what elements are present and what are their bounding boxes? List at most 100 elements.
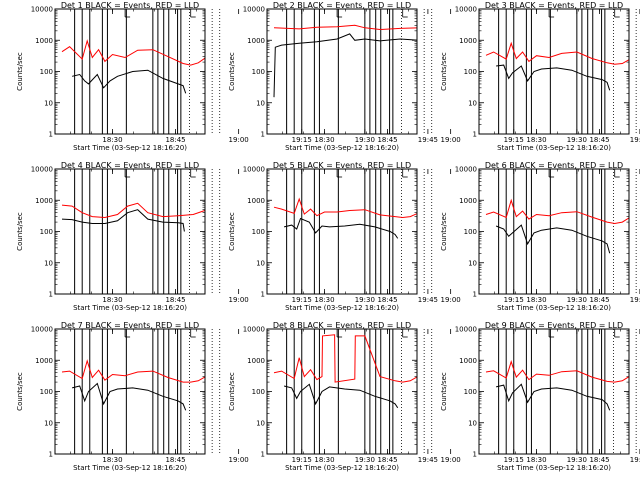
x-tick-label: 19:00 — [441, 456, 461, 464]
panel-5: Det 5 BLACK = Events, RED = LLD Start Tim… — [228, 161, 640, 312]
series-line-black — [273, 33, 417, 98]
x-tick-label: 19:15 — [292, 136, 312, 144]
plot-frame — [266, 328, 418, 455]
series-line-red — [485, 198, 629, 225]
panel-9: Det 9 BLACK = Events, RED = LLD Start Tim… — [440, 321, 637, 472]
x-tick-label: 19:15 — [292, 296, 312, 304]
y-axis-label: Counts/sec — [16, 52, 24, 91]
x-tick-label: 19:15 — [504, 456, 524, 464]
x-tick-label: 18:45 — [165, 296, 185, 304]
series-line-black — [61, 209, 185, 232]
plot-frame — [266, 8, 418, 135]
panel-title: Det 4 BLACK = Events, RED = LLD — [61, 161, 199, 170]
x-tick-label: 19:00 — [229, 456, 249, 464]
x-tick-label: 19:00 — [441, 296, 461, 304]
x-tick-label: 18:30 — [526, 296, 546, 304]
x-tick-label: 18:30 — [526, 136, 546, 144]
y-tick-label: 10 — [468, 259, 477, 267]
series-line-red — [273, 197, 417, 219]
panel-title: Det 5 BLACK = Events, RED = LLD — [273, 161, 411, 170]
y-tick-label: 1 — [49, 291, 53, 299]
y-tick-label: 1 — [261, 451, 265, 459]
x-tick-label: 19:30 — [567, 296, 587, 304]
x-tick-label: 18:45 — [165, 456, 185, 464]
x-axis-label: Start Time (03-Sep-12 18:16:20) — [73, 144, 187, 152]
y-tick-label: 10000 — [243, 166, 265, 174]
y-tick-label: 10000 — [455, 326, 477, 334]
y-tick-label: 1 — [261, 131, 265, 139]
x-tick-label: 18:45 — [377, 296, 397, 304]
series-line-red — [485, 41, 629, 65]
y-tick-label: 1000 — [35, 37, 53, 45]
x-tick-label: 18:45 — [377, 136, 397, 144]
x-tick-label: 19:00 — [441, 136, 461, 144]
y-tick-label: 100 — [252, 68, 265, 76]
x-tick-label: 19:45 — [418, 136, 438, 144]
x-tick-label: 19:45 — [630, 136, 640, 144]
y-tick-label: 1 — [473, 451, 477, 459]
x-tick-label: 19:00 — [229, 296, 249, 304]
y-tick-label: 1 — [49, 131, 53, 139]
y-tick-label: 10000 — [243, 6, 265, 14]
y-tick-label: 10 — [44, 99, 53, 107]
y-tick-label: 10 — [44, 259, 53, 267]
series-line-red — [485, 360, 629, 383]
panel-3: Det 3 BLACK = Events, RED = LLD Start Tim… — [440, 1, 637, 152]
series-line-black — [495, 224, 611, 254]
series-line-black — [71, 69, 187, 94]
y-tick-label: 1000 — [247, 357, 265, 365]
series-line-red — [61, 202, 205, 219]
x-axis-label: Start Time (03-Sep-12 18:16:20) — [73, 304, 187, 312]
y-axis-label: Counts/sec — [440, 52, 448, 91]
x-tick-label: 19:30 — [355, 456, 375, 464]
x-tick-label: 18:30 — [526, 456, 546, 464]
y-tick-label: 100 — [40, 388, 53, 396]
plot-frame — [478, 8, 630, 135]
series-line-black — [71, 382, 187, 411]
y-tick-label: 1 — [261, 291, 265, 299]
x-tick-label: 19:30 — [355, 136, 375, 144]
y-tick-label: 100 — [252, 388, 265, 396]
x-tick-label: 19:45 — [630, 296, 640, 304]
y-tick-label: 10000 — [31, 326, 53, 334]
y-axis-label: Counts/sec — [440, 372, 448, 411]
x-tick-label: 19:15 — [504, 296, 524, 304]
x-tick-label: 18:30 — [102, 296, 122, 304]
x-tick-label: 18:45 — [589, 456, 609, 464]
y-tick-label: 10 — [256, 259, 265, 267]
panel-7: Det 7 BLACK = Events, RED = LLD Start Tim… — [16, 321, 438, 472]
y-tick-label: 100 — [464, 68, 477, 76]
y-tick-label: 10 — [468, 419, 477, 427]
panel-6: Det 6 BLACK = Events, RED = LLD Start Tim… — [440, 161, 637, 312]
y-tick-label: 10 — [256, 99, 265, 107]
plot-frame — [54, 8, 206, 135]
y-tick-label: 1000 — [459, 357, 477, 365]
y-tick-label: 10 — [44, 419, 53, 427]
x-tick-label: 18:30 — [314, 136, 334, 144]
plot-frame — [266, 168, 418, 295]
y-tick-label: 1000 — [459, 197, 477, 205]
plot-frame — [478, 328, 630, 455]
plot-frame — [54, 328, 206, 455]
panel-1: Det 1 BLACK = Events, RED = LLD Start Tim… — [16, 1, 438, 152]
y-tick-label: 100 — [252, 228, 265, 236]
series-line-red — [61, 39, 205, 66]
x-axis-label: Start Time (03-Sep-12 18:16:20) — [285, 464, 399, 472]
panel-2: Det 2 BLACK = Events, RED = LLD Start Tim… — [228, 1, 640, 152]
y-tick-label: 100 — [40, 68, 53, 76]
x-tick-label: 19:30 — [567, 136, 587, 144]
y-tick-label: 1 — [473, 131, 477, 139]
y-tick-label: 1000 — [35, 357, 53, 365]
x-tick-label: 18:45 — [589, 136, 609, 144]
y-tick-label: 1 — [473, 291, 477, 299]
y-tick-label: 1000 — [459, 37, 477, 45]
panel-title: Det 7 BLACK = Events, RED = LLD — [61, 321, 199, 330]
y-tick-label: 10000 — [455, 166, 477, 174]
x-axis-label: Start Time (03-Sep-12 18:16:20) — [285, 144, 399, 152]
x-tick-label: 18:30 — [314, 296, 334, 304]
y-tick-label: 10000 — [31, 6, 53, 14]
panel-title: Det 1 BLACK = Events, RED = LLD — [61, 1, 199, 10]
y-tick-label: 1000 — [247, 197, 265, 205]
x-tick-label: 18:45 — [165, 136, 185, 144]
series-line-red — [61, 359, 205, 383]
